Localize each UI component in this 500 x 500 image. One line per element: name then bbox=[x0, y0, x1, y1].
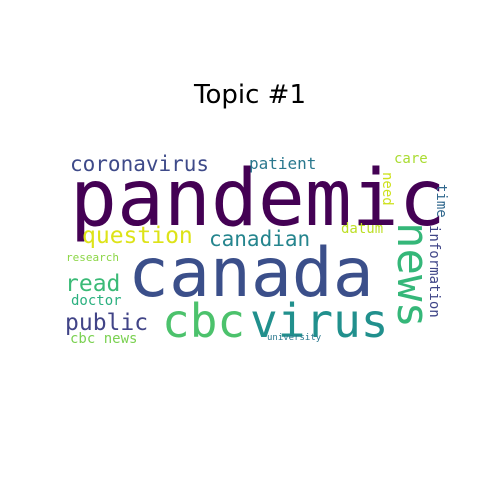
word-cbc: cbc bbox=[162, 294, 246, 348]
word-question: question bbox=[82, 223, 193, 249]
word-care: care bbox=[394, 151, 428, 167]
word-virus: virus bbox=[250, 294, 389, 348]
word-canada: canada bbox=[128, 234, 374, 313]
word-need: need bbox=[379, 172, 395, 206]
word-datum: datum bbox=[341, 221, 384, 237]
word-research: research bbox=[66, 251, 119, 264]
word-read: read bbox=[65, 271, 121, 297]
chart-title: Topic #1 bbox=[194, 80, 306, 110]
word-time: time bbox=[433, 184, 449, 218]
word-pandemic: pandemic bbox=[70, 154, 446, 244]
word-coronavirus: coronavirus bbox=[70, 152, 210, 176]
word-news: news bbox=[387, 222, 438, 328]
word-university: university bbox=[267, 333, 322, 343]
word-cbc-news: cbc news bbox=[70, 331, 138, 347]
word-doctor: doctor bbox=[71, 293, 122, 309]
word-public: public bbox=[65, 310, 149, 336]
word-information: information bbox=[426, 225, 442, 318]
word-canadian: canadian bbox=[209, 227, 311, 251]
word-patient: patient bbox=[249, 154, 317, 173]
